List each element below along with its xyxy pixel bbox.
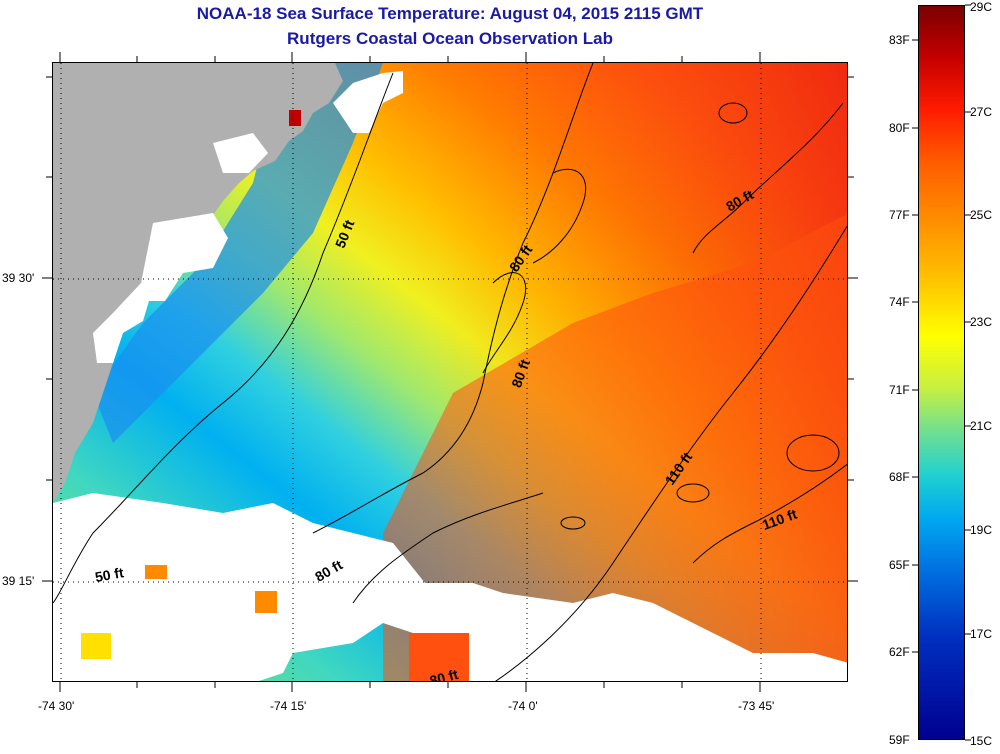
cloud-mask-coast-2: [213, 133, 268, 173]
warm-water-region: [383, 214, 847, 681]
contour-label-50ft-south: 50 ft: [94, 564, 125, 585]
colorbar-label-65f: 65F: [889, 558, 910, 572]
colorbar-label-80f: 80F: [889, 121, 910, 135]
bathymetry-contours: [53, 63, 847, 681]
cold-water-band: [93, 63, 383, 443]
map-subtitle: Rutgers Coastal Ocean Observation Lab: [287, 29, 613, 48]
colorbar-label-59f: 59F: [889, 733, 910, 747]
warm-patch-coast: [145, 565, 167, 579]
land-mass: [53, 63, 343, 503]
contour-110ft-se: [692, 463, 847, 564]
colorbar-label-62f: 62F: [889, 645, 910, 659]
contour-ring-4: [560, 516, 586, 530]
colorbar-label-68f: 68F: [889, 470, 910, 484]
colorbar-label-15c: 15C: [970, 734, 993, 748]
colorbar-label-74f: 74F: [889, 295, 910, 309]
lon-label-74-0: -74 0': [508, 699, 538, 713]
cloud-mask-north: [333, 71, 403, 133]
cloud-mask-southeast: [413, 583, 847, 681]
contour-80ft-east: [692, 102, 844, 254]
contour-ring-1: [718, 102, 748, 124]
warm-patch-sw: [81, 633, 111, 659]
sst-map-canvas: 50 ft 50 ft 80 ft 80 ft 80 ft 80 ft 80 f…: [53, 63, 847, 681]
contour-110ft: [495, 225, 847, 681]
contour-ring-2: [676, 483, 710, 503]
cloud-mask-south: [53, 493, 433, 681]
contour-ring-3: [786, 434, 840, 472]
warm-patch-south: [409, 633, 469, 681]
lon-label-74-15: -74 15': [270, 699, 307, 713]
lat-label-39-15: 39 15': [2, 574, 35, 588]
colorbar-label-83f: 83F: [889, 33, 910, 47]
warm-patch-mid: [255, 591, 277, 613]
lat-label-39-30: 39 30': [2, 271, 35, 285]
contour-50ft: [53, 72, 394, 604]
colorbar-label-27c: 27C: [970, 105, 993, 119]
temperature-colorbar: [918, 5, 965, 740]
graticule: [53, 63, 847, 681]
colorbar-label-25c: 25C: [970, 208, 993, 222]
sst-map: 50 ft 50 ft 80 ft 80 ft 80 ft 80 ft 80 f…: [52, 62, 848, 682]
map-title: NOAA-18 Sea Surface Temperature: August …: [196, 4, 704, 23]
lon-label-73-45: -73 45': [738, 699, 775, 713]
colorbar-label-19c: 19C: [970, 523, 993, 537]
contour-shoal-1: [482, 272, 527, 374]
colorbar-label-71f: 71F: [889, 383, 910, 397]
hot-pixel-coast: [289, 110, 301, 126]
contour-80ft-north: [312, 63, 594, 534]
colorbar-label-29c: 29C: [970, 0, 993, 14]
colorbar-label-17c: 17C: [970, 627, 993, 641]
colorbar-label-77f: 77F: [889, 208, 910, 222]
contour-shoal-2: [532, 168, 587, 264]
contour-80ft-south: [352, 492, 544, 604]
colorbar-label-21c: 21C: [970, 419, 993, 433]
cloud-mask-coast: [93, 213, 228, 363]
lon-label-74-30: -74 30': [38, 699, 75, 713]
colorbar-label-23c: 23C: [970, 315, 993, 329]
